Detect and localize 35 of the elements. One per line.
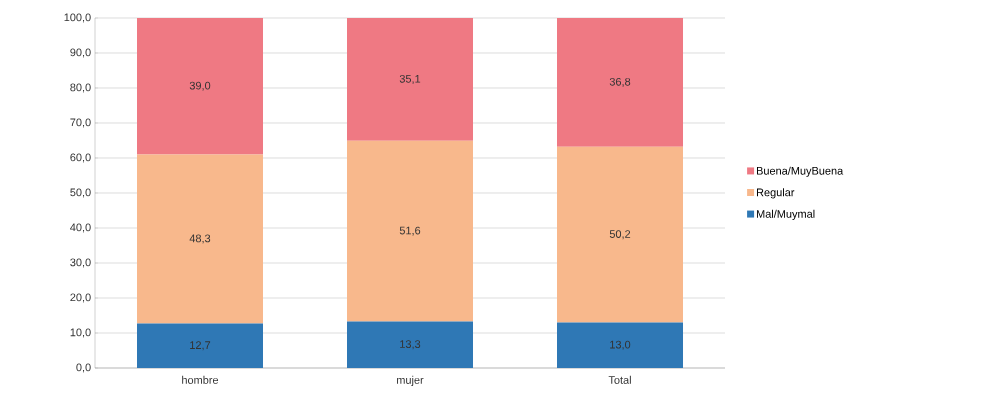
data-label: 35,1 — [399, 74, 421, 84]
bar — [557, 322, 683, 368]
x-tick-label: mujer — [397, 375, 424, 387]
bar — [137, 154, 263, 324]
bar — [557, 18, 683, 147]
legend-label: Regular — [756, 188, 795, 199]
y-tick-label: 100,0 — [64, 13, 91, 23]
y-tick-label: 40,0 — [70, 223, 91, 233]
y-tick-label: 70,0 — [70, 118, 91, 128]
data-label: 36,8 — [609, 77, 631, 87]
data-label: 12,7 — [190, 341, 211, 351]
y-tick-label: 10,0 — [70, 328, 91, 338]
y-tick-label: 60,0 — [70, 153, 91, 163]
bar — [347, 140, 473, 322]
y-tick-label: 80,0 — [70, 83, 91, 93]
y-tick-label: 50,0 — [70, 188, 91, 198]
data-label: 51,6 — [399, 226, 421, 236]
x-tick-label: hombre — [182, 375, 219, 384]
bar — [137, 323, 263, 368]
y-tick-label: 30,0 — [70, 258, 91, 268]
y-tick-label: 20,0 — [70, 293, 91, 303]
data-label: 39,0 — [189, 81, 211, 91]
legend-label: Mal/Muymal — [756, 209, 815, 220]
data-label: 48,3 — [189, 234, 211, 244]
bar — [137, 18, 263, 155]
legend-label: Buena/MuyBuena — [756, 166, 844, 177]
bar — [347, 18, 473, 141]
y-tick-label: 0,0 — [76, 363, 91, 373]
y-tick-label: 90,0 — [70, 48, 91, 58]
bar — [347, 321, 473, 368]
data-label: 13,0 — [610, 340, 631, 350]
data-label: 13,3 — [400, 340, 421, 350]
bar — [557, 146, 683, 323]
x-tick-label: Total — [608, 375, 631, 384]
data-label: 50,2 — [609, 230, 631, 240]
